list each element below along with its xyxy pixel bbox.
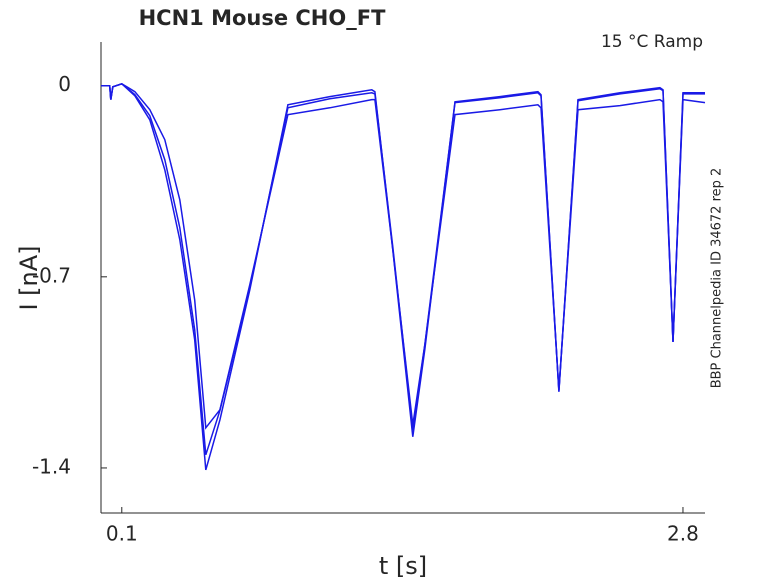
trace — [101, 82, 706, 430]
y-tick-label: -1.4 — [32, 454, 71, 478]
trace — [101, 82, 705, 456]
y-axis-label: I [nA] — [15, 245, 43, 310]
x-tick-label: 0.1 — [106, 522, 138, 546]
chart-title: HCN1 Mouse CHO_FT — [139, 6, 386, 30]
y-tick-label: 0 — [58, 72, 71, 96]
x-axis-label: t [s] — [379, 552, 427, 580]
annotation: 15 °C Ramp — [601, 32, 703, 52]
y-tick-label: -0.7 — [32, 263, 71, 287]
trace — [101, 82, 705, 471]
x-tick-label: 2.8 — [667, 522, 699, 546]
side-note: BBP Channelpedia ID 34672 rep 2 — [710, 168, 725, 389]
